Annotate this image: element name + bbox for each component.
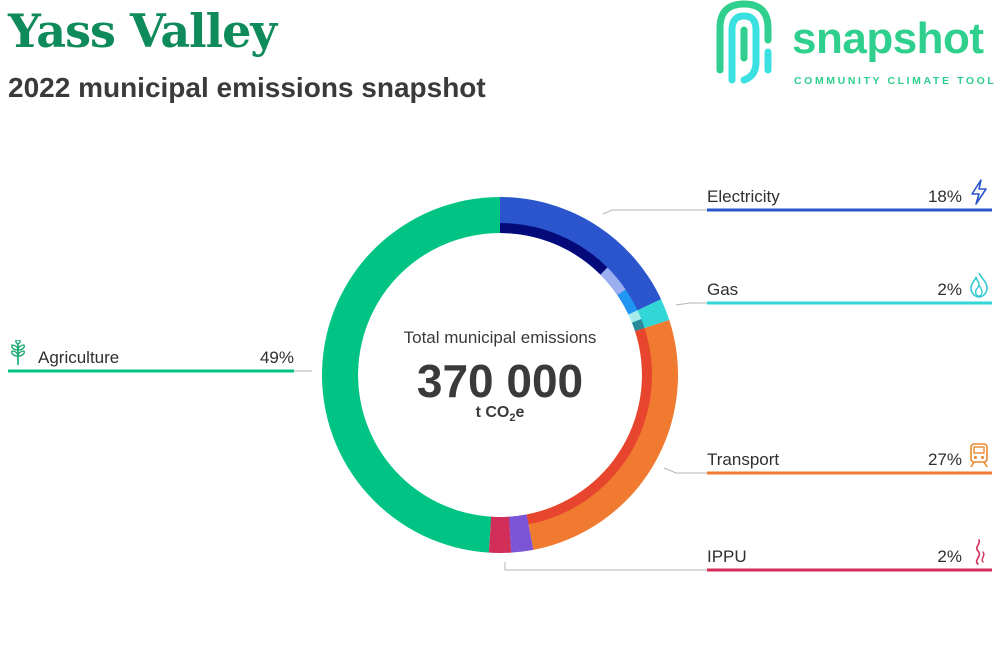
legend-percent: 2% — [937, 280, 962, 299]
legend-percent: 2% — [937, 547, 962, 566]
logo-tagline: COMMUNITY CLIMATE TOOL — [794, 75, 997, 87]
legend-label: Electricity — [707, 187, 780, 206]
donut-subslice-electricity-0 — [500, 223, 608, 275]
legend-percent: 18% — [927, 187, 962, 206]
donut-subslice-waste-0 — [508, 514, 529, 527]
legend-label: IPPU — [707, 547, 747, 566]
legend-label: Agriculture — [38, 348, 120, 367]
legend-label: Gas — [707, 280, 739, 299]
smoke-icon — [975, 539, 985, 565]
page-subtitle: 2022 municipal emissions snapshot — [8, 72, 486, 103]
flame-icon — [970, 272, 988, 298]
legend-percent: 49% — [259, 348, 294, 367]
fingerprint-logo-icon — [716, 0, 772, 84]
donut-slice-transport[interactable] — [526, 319, 678, 550]
total-unit: t CO2e — [360, 404, 640, 424]
donut-slice-agriculture[interactable] — [322, 197, 500, 553]
train-icon — [970, 443, 988, 468]
donut-subslice-ippu-0 — [490, 516, 510, 527]
donut-subslice-electricity-1 — [600, 267, 626, 296]
legend-percent: 27% — [927, 450, 962, 469]
inner-ring — [348, 223, 653, 527]
leader-line-electricity — [602, 209, 707, 215]
unit-subscript: 2 — [509, 412, 516, 425]
unit-suffix: e — [515, 404, 525, 421]
leader-line-transport — [663, 467, 707, 474]
donut-subslice-transport-0 — [526, 328, 653, 525]
page-title: Yass Valley — [8, 4, 277, 58]
legend-underlines — [8, 208, 992, 572]
leader-lines — [294, 209, 707, 571]
leader-line-gas — [675, 302, 707, 306]
donut-subslice-electricity-2 — [617, 289, 638, 315]
total-caption: Total municipal emissions — [403, 328, 597, 347]
lightning-icon — [971, 179, 987, 205]
donut-subslice-gas-1 — [632, 319, 645, 332]
snapshot-logo[interactable]: snapshot COMMUNITY CLIMATE TOOL — [712, 0, 1000, 95]
legend-label: Transport — [707, 450, 780, 469]
unit-prefix: t CO — [475, 404, 510, 421]
total-value: 370 000 — [416, 355, 584, 407]
wheat-icon — [11, 340, 25, 365]
logo-wordmark: snapshot — [792, 14, 984, 63]
leader-line-ippu — [504, 562, 707, 571]
donut-subslice-gas-0 — [628, 310, 642, 323]
